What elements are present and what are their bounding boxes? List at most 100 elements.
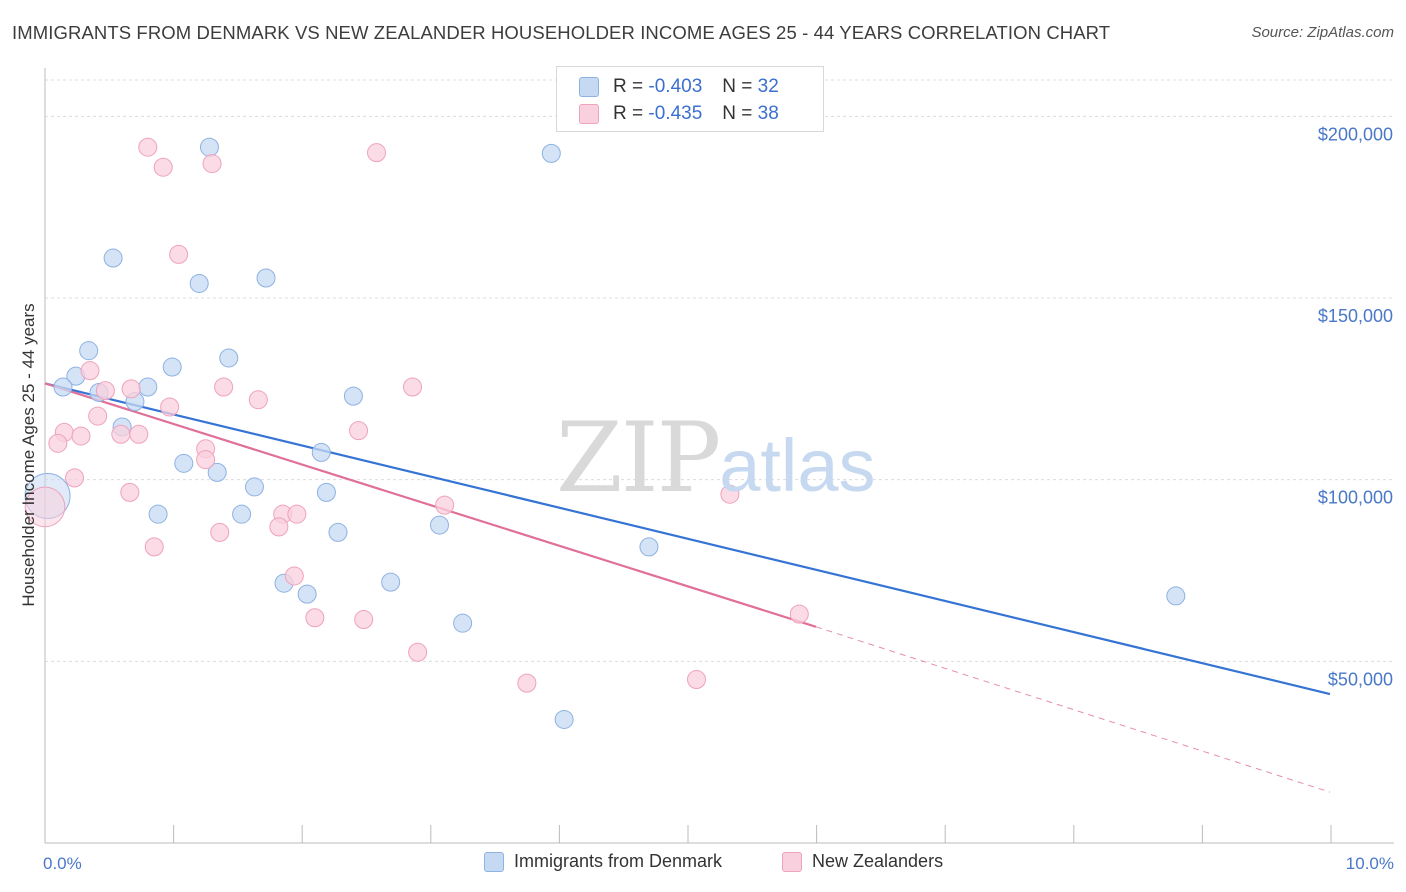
point-denmark (232, 504, 252, 524)
point-nz (138, 137, 158, 157)
point-denmark (297, 584, 317, 604)
point-nz (789, 604, 809, 624)
series-legend-label: New Zealanders (812, 851, 944, 871)
y-tick-label: $150,000 (1318, 306, 1393, 326)
chart-title: IMMIGRANTS FROM DENMARK VS NEW ZEALANDER… (12, 22, 1111, 43)
point-nz (367, 143, 387, 163)
legend-r-label: R = (613, 76, 644, 97)
y-tick-label: $200,000 (1318, 124, 1393, 144)
point-nz (80, 361, 100, 381)
legend-row-denmark: R = -0.403 N = 32 (579, 75, 779, 99)
point-nz (24, 486, 66, 528)
point-nz (354, 610, 374, 630)
legend-n-label: N = (722, 76, 753, 97)
point-nz (349, 421, 369, 441)
point-nz (720, 484, 740, 504)
x-tick-label: 0.0% (43, 854, 82, 873)
legend-row-nz: R = -0.435 N = 38 (579, 102, 779, 126)
point-nz (196, 450, 216, 470)
point-nz (403, 377, 423, 397)
trend-line-nz-extension (815, 626, 1331, 793)
legend-swatch-nz (579, 104, 599, 124)
point-denmark (148, 504, 168, 524)
point-denmark (453, 613, 473, 633)
source-credit: Source: ZipAtlas.com (1251, 24, 1394, 41)
point-nz (71, 426, 91, 446)
point-denmark (219, 348, 239, 368)
point-nz (169, 244, 189, 264)
point-nz (210, 522, 230, 542)
legend-r-label: R = (613, 103, 644, 124)
point-nz (160, 397, 180, 417)
y-tick-label: $100,000 (1318, 488, 1393, 508)
point-denmark (174, 453, 194, 473)
legend-swatch-denmark (579, 77, 599, 97)
legend-r-value: -0.435 (648, 103, 703, 124)
point-nz (144, 537, 164, 557)
point-denmark (554, 709, 574, 729)
point-denmark (1166, 586, 1186, 606)
point-denmark (244, 477, 264, 497)
point-nz (65, 468, 85, 488)
point-nz (48, 433, 68, 453)
point-denmark (199, 137, 219, 157)
point-nz (435, 495, 455, 515)
point-nz (408, 642, 428, 662)
point-nz (269, 517, 289, 537)
point-denmark (256, 268, 276, 288)
point-denmark (343, 386, 363, 406)
trend-line-nz (44, 382, 817, 628)
watermark: ZIPatlas (556, 402, 876, 514)
watermark-atlas: atlas (719, 424, 876, 507)
data-points (24, 137, 1186, 729)
y-tick-label: $50,000 (1328, 669, 1393, 689)
x-tick-label: 10.0% (1346, 854, 1394, 873)
legend-r-value: -0.403 (648, 76, 703, 97)
grid-lines (45, 79, 1394, 662)
point-nz (95, 381, 115, 401)
point-nz (111, 424, 131, 444)
point-nz (88, 406, 108, 426)
point-denmark (189, 273, 209, 293)
point-denmark (311, 442, 331, 462)
series-swatch-nz (782, 851, 802, 872)
point-denmark (103, 248, 123, 268)
point-nz (202, 154, 222, 174)
series-swatch-denmark (484, 851, 504, 872)
point-denmark (429, 515, 449, 535)
point-denmark (328, 522, 348, 542)
legend-n-value: 32 (757, 76, 779, 97)
series-legend-denmark: Immigrants from Denmark (484, 851, 722, 872)
series-legend-nz: New Zealanders (782, 851, 943, 872)
point-nz (686, 670, 706, 689)
point-denmark (207, 462, 227, 482)
trend-lines (44, 382, 1331, 793)
point-denmark (53, 377, 73, 397)
point-nz (129, 424, 149, 444)
legend-n-label: N = (722, 103, 753, 124)
point-nz (248, 390, 268, 410)
point-denmark (639, 537, 659, 557)
watermark-zip: ZIP (556, 402, 721, 514)
point-nz (120, 482, 140, 502)
point-denmark (316, 482, 336, 502)
point-nz (214, 377, 234, 397)
point-denmark (381, 572, 401, 592)
series-legend: Immigrants from Denmark New Zealanders (0, 851, 1406, 877)
point-denmark (79, 341, 99, 361)
point-denmark (138, 377, 158, 397)
y-axis-label: Householder Income Ages 25 - 44 years (19, 303, 38, 606)
point-denmark (162, 357, 182, 377)
axes (44, 68, 1394, 844)
legend-n-value: 38 (757, 103, 779, 124)
trend-line-denmark (44, 382, 1331, 696)
y-tick-labels: $50,000 $100,000 $150,000 $200,000 (1318, 124, 1393, 689)
point-nz (153, 157, 173, 177)
series-legend-label: Immigrants from Denmark (514, 851, 723, 871)
point-nz (517, 673, 537, 693)
point-nz (287, 504, 307, 524)
point-nz (121, 379, 141, 399)
point-nz (305, 608, 325, 628)
x-tick-labels: 0.0% 10.0% (43, 854, 1394, 873)
